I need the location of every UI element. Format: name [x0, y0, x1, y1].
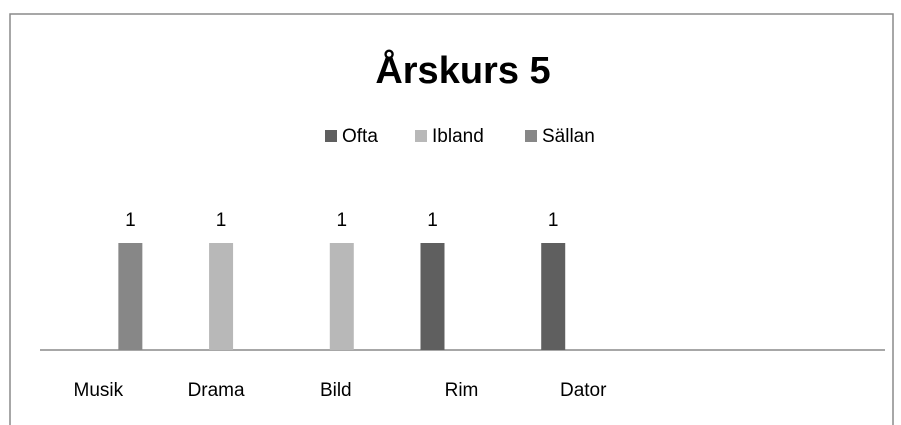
bar: [209, 243, 234, 350]
x-tick-label: Dator: [560, 380, 607, 401]
bar: [329, 243, 354, 350]
x-tick-label: Rim: [445, 380, 479, 401]
chart-title: Årskurs 5: [375, 48, 550, 92]
x-tick-label: Drama: [188, 380, 245, 401]
data-label: 1: [216, 210, 227, 231]
x-tick-label: Musik: [74, 380, 124, 401]
legend-swatch: [525, 130, 537, 142]
legend-label: Sällan: [542, 126, 595, 147]
x-tick-label: Bild: [320, 380, 352, 401]
data-label: 1: [548, 210, 559, 231]
bar: [541, 243, 566, 350]
legend-swatch: [415, 130, 427, 142]
bar: [118, 243, 143, 350]
chart-frame: [9, 13, 894, 425]
data-label: 1: [336, 210, 347, 231]
legend-swatch: [325, 130, 337, 142]
legend-label: Ofta: [342, 126, 378, 147]
legend-label: Ibland: [432, 126, 484, 147]
data-label: 1: [427, 210, 438, 231]
data-label: 1: [125, 210, 136, 231]
bar: [420, 243, 445, 350]
